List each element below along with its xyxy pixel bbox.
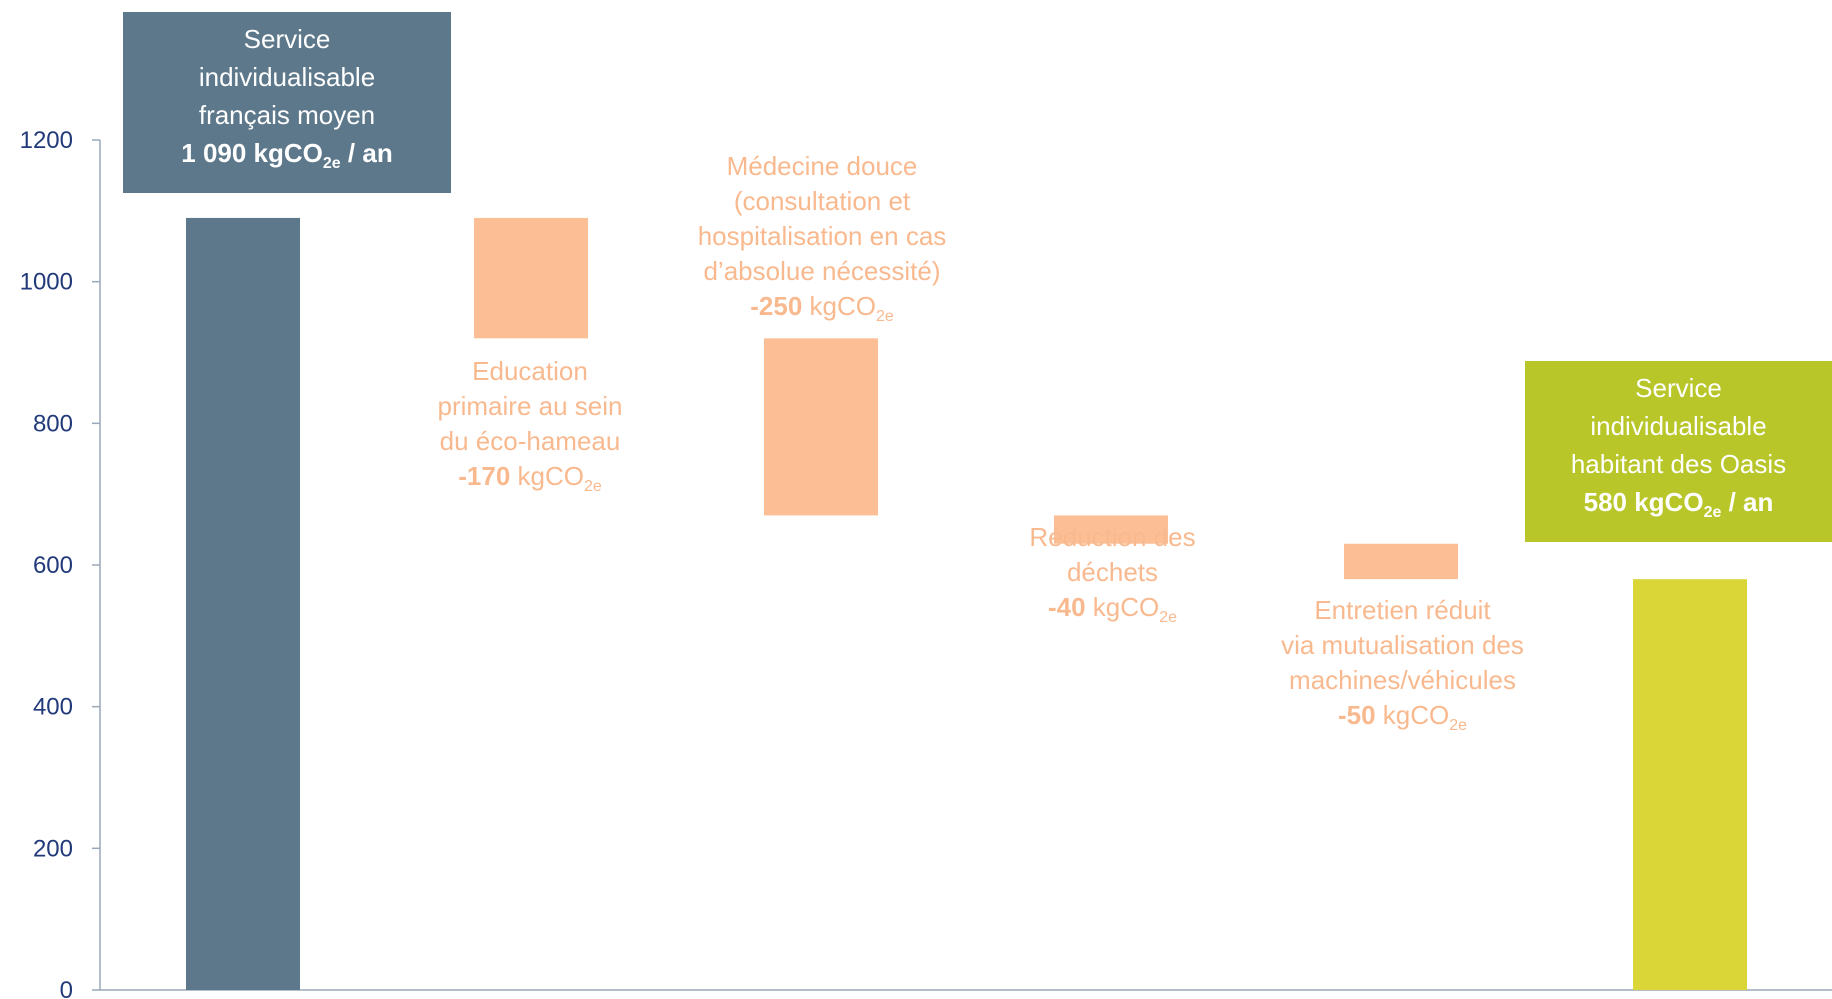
y-tick-label: 400 bbox=[33, 694, 73, 721]
y-tick-label: 0 bbox=[60, 977, 73, 999]
step4-line-1: Entretien réduit bbox=[1314, 595, 1491, 625]
decrease-bar-1 bbox=[474, 217, 588, 339]
step4-line-2: via mutualisation des bbox=[1281, 630, 1524, 660]
step2-line-3: hospitalisation en cas bbox=[697, 221, 947, 251]
end-value: 580 kgCO2e / an bbox=[1583, 487, 1774, 521]
end-line-2: individualisable bbox=[1590, 411, 1767, 441]
bars bbox=[186, 217, 1747, 990]
y-tick-label: 1200 bbox=[20, 127, 73, 154]
step1-line-2: primaire au sein bbox=[437, 391, 623, 421]
start-total-box: Service individualisable français moyen … bbox=[123, 12, 451, 193]
start-line-1: Service bbox=[243, 24, 331, 54]
start-total-bar bbox=[186, 217, 300, 990]
step3-line-1: Réduction des bbox=[1029, 522, 1196, 552]
decrease-bar-4 bbox=[1344, 543, 1458, 580]
step4-value: -50 kgCO2e bbox=[1337, 700, 1468, 734]
end-line-3: habitant des Oasis bbox=[1570, 449, 1787, 479]
start-line-3: français moyen bbox=[198, 100, 376, 130]
y-axis: 0 200 400 600 800 1000 1200 bbox=[20, 127, 1832, 999]
end-total-bar bbox=[1633, 579, 1747, 990]
step3-label: Réduction des déchets -40 kgCO2e bbox=[985, 520, 1240, 626]
step1-label: Education primaire au sein du éco-hameau… bbox=[400, 354, 660, 495]
step3-line-2: déchets bbox=[1066, 557, 1159, 587]
step2-label: Médecine douce (consultation et hospital… bbox=[662, 149, 982, 325]
end-total-box: Service individualisable habitant des Oa… bbox=[1525, 361, 1832, 542]
step2-line-4: d’absolue nécessité) bbox=[703, 256, 941, 286]
y-tick-label: 800 bbox=[33, 410, 73, 437]
step1-line-1: Education bbox=[472, 356, 588, 386]
end-line-1: Service bbox=[1635, 373, 1722, 403]
step2-line-1: Médecine douce bbox=[726, 151, 918, 181]
decrease-bar-3 bbox=[1054, 515, 1168, 544]
step1-value: -170 kgCO2e bbox=[458, 461, 602, 495]
y-tick-label: 600 bbox=[33, 552, 73, 579]
start-line-2: individualisable bbox=[198, 62, 376, 92]
y-tick-label: 200 bbox=[33, 835, 73, 862]
start-value: 1 090 kgCO2e / an bbox=[181, 138, 393, 172]
y-tick-label: 1000 bbox=[20, 269, 73, 296]
step4-line-3: machines/véhicules bbox=[1289, 665, 1516, 695]
decrease-bar-2 bbox=[764, 338, 878, 516]
step2-value: -250 kgCO2e bbox=[750, 291, 894, 325]
step4-label: Entretien réduit via mutualisation des m… bbox=[1245, 593, 1560, 734]
step3-value: -40 kgCO2e bbox=[1047, 592, 1178, 626]
step1-line-3: du éco-hameau bbox=[439, 426, 621, 456]
step2-line-2: (consultation et bbox=[733, 186, 911, 216]
